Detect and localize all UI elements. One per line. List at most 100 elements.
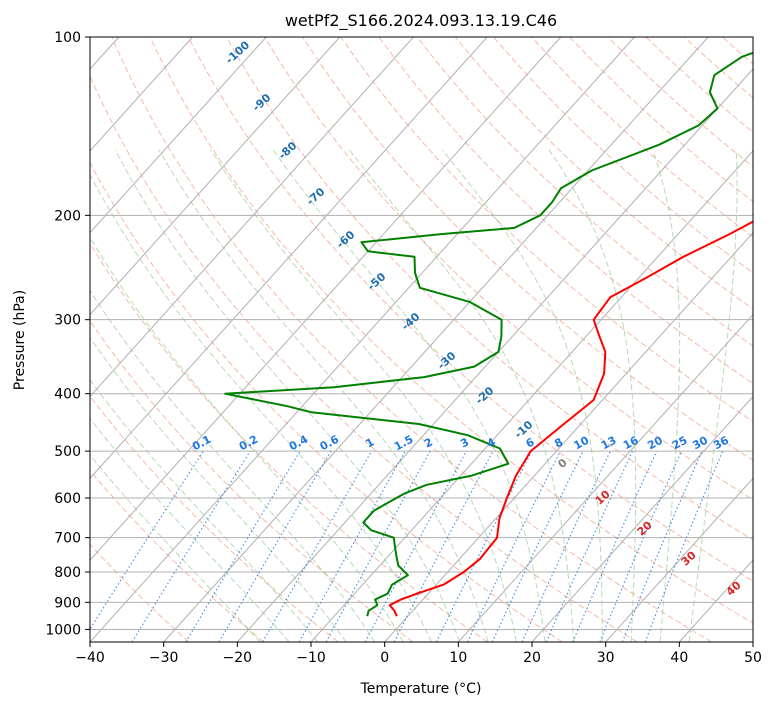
x-tick-label: 40 (670, 650, 688, 666)
isotherm-line (90, 37, 341, 316)
isotherm-line (457, 313, 753, 642)
moist-adiabat (441, 149, 603, 642)
y-tick-label: 900 (54, 595, 81, 611)
dry-adiabat (111, 37, 712, 642)
mixing-ratio-label: 20 (645, 434, 665, 453)
mixing-ratio-label: 16 (621, 434, 641, 453)
y-axis-label: Pressure (hPa) (12, 290, 28, 390)
y-tick-label: 500 (54, 444, 81, 460)
x-tick-label: 20 (523, 650, 541, 666)
isotherm-label: -90 (250, 91, 274, 114)
isotherm-line (384, 231, 753, 642)
x-tick-label: 50 (744, 650, 762, 666)
mixing-ratio-line (131, 450, 251, 642)
mixing-ratio-label: 1.5 (392, 433, 415, 454)
dry-adiabat (264, 37, 753, 501)
y-tick-label: 400 (54, 387, 81, 403)
mixing-ratio-line (621, 450, 703, 642)
dry-adiabat (302, 37, 753, 461)
isotherm-line (90, 37, 635, 642)
x-axis-label: Temperature (°C) (360, 681, 482, 697)
mixing-ratio-line (90, 450, 204, 630)
dry-adiabat (149, 37, 753, 624)
isotherm-line (310, 150, 753, 642)
mixing-ratio-label: 36 (711, 434, 731, 453)
dry-adiabat (645, 37, 753, 133)
y-axis: 100 200 300 400 500 600 700 800 900 1000 (45, 30, 90, 638)
dry-adiabat (90, 543, 190, 642)
mixing-ratio-label: 0.4 (287, 433, 311, 454)
dry-adiabat (90, 161, 563, 642)
moist-adiabat (688, 149, 738, 642)
moist-adiabat (90, 454, 261, 642)
y-tick-label: 600 (54, 491, 81, 507)
y-tick-label: 1000 (45, 622, 81, 638)
isotherm-label: -10 (512, 418, 536, 441)
mixing-ratio-label: 1 (364, 435, 377, 450)
moist-adiabat (114, 149, 461, 642)
mixing-ratio-line (262, 450, 373, 642)
isotherm-label: 30 (679, 548, 699, 568)
isotherm-line (90, 37, 193, 152)
mixing-ratio-line (599, 450, 682, 642)
temperature-line (388, 220, 753, 617)
moist-adiabat (652, 149, 681, 642)
x-tick-label: −40 (75, 650, 105, 666)
mixing-ratio-line (185, 450, 301, 642)
isotherm-label: 40 (724, 578, 744, 598)
isotherm-label: -50 (365, 270, 389, 293)
mixing-ratio-label: 4 (485, 435, 498, 450)
moist-adiabat (548, 149, 637, 642)
mixing-ratio-line (325, 450, 431, 642)
dry-adiabat (90, 75, 638, 642)
mixing-ratio-label: 30 (690, 433, 710, 452)
dry-adiabat (683, 37, 753, 99)
isotherm-line (605, 477, 753, 642)
x-tick-label: 0 (380, 650, 389, 666)
isotherm-label: -40 (399, 310, 423, 333)
dewpoint-line (224, 51, 753, 617)
chart-title: wetPf2_S166.2024.093.13.19.C46 (285, 11, 557, 31)
dry-adiabat (340, 37, 753, 423)
x-tick-label: −20 (223, 650, 253, 666)
y-tick-label: 800 (54, 565, 81, 581)
isotherm-line (236, 68, 753, 642)
isotherm-line (90, 37, 414, 398)
moist-adiabat (90, 417, 290, 642)
dry-adiabat (90, 320, 414, 642)
dry-adiabat (187, 37, 753, 582)
moist-adiabat (158, 149, 489, 642)
mixing-ratio-line (572, 450, 658, 642)
dry-adiabat (531, 37, 753, 238)
moist-adiabat (90, 336, 347, 642)
isotherm-line (90, 37, 562, 561)
mixing-ratio-label: 2 (422, 435, 435, 450)
sounding-series (224, 51, 753, 617)
x-axis: −40 −30 −20 −10 0 10 20 30 40 50 (75, 642, 762, 666)
isotherm-label: 10 (593, 487, 613, 507)
mixing-ratio-line (491, 450, 584, 642)
dry-adiabat (454, 37, 753, 310)
mixing-ratio-label: 0.1 (190, 433, 213, 454)
mixing-ratio-labels: 0.1 0.2 0.4 0.6 1 1.5 2 3 4 6 8 10 13 16 20 25 30 36 (190, 433, 731, 454)
x-tick-label: 10 (449, 650, 467, 666)
mixing-ratio-label: 0.6 (318, 433, 342, 454)
moist-adiabat (90, 236, 404, 642)
y-tick-label: 700 (54, 531, 81, 547)
mixing-ratio-line (644, 450, 724, 642)
mixing-ratio-label: 13 (599, 434, 619, 453)
isotherm-label: -20 (473, 384, 497, 407)
mixing-ratio-line (545, 450, 633, 642)
dry-adiabat (378, 37, 753, 385)
x-tick-label: −10 (296, 650, 326, 666)
dry-adiabat (90, 395, 339, 642)
y-tick-label: 200 (54, 208, 81, 224)
isotherm-line (752, 641, 753, 642)
x-tick-label: −30 (149, 650, 179, 666)
isobar-grid (90, 37, 753, 630)
dry-adiabat (90, 469, 264, 642)
mixing-ratio-line (364, 450, 467, 642)
isotherm-label: -70 (304, 185, 328, 208)
dry-adiabat (225, 37, 753, 541)
y-tick-label: 100 (54, 30, 81, 46)
